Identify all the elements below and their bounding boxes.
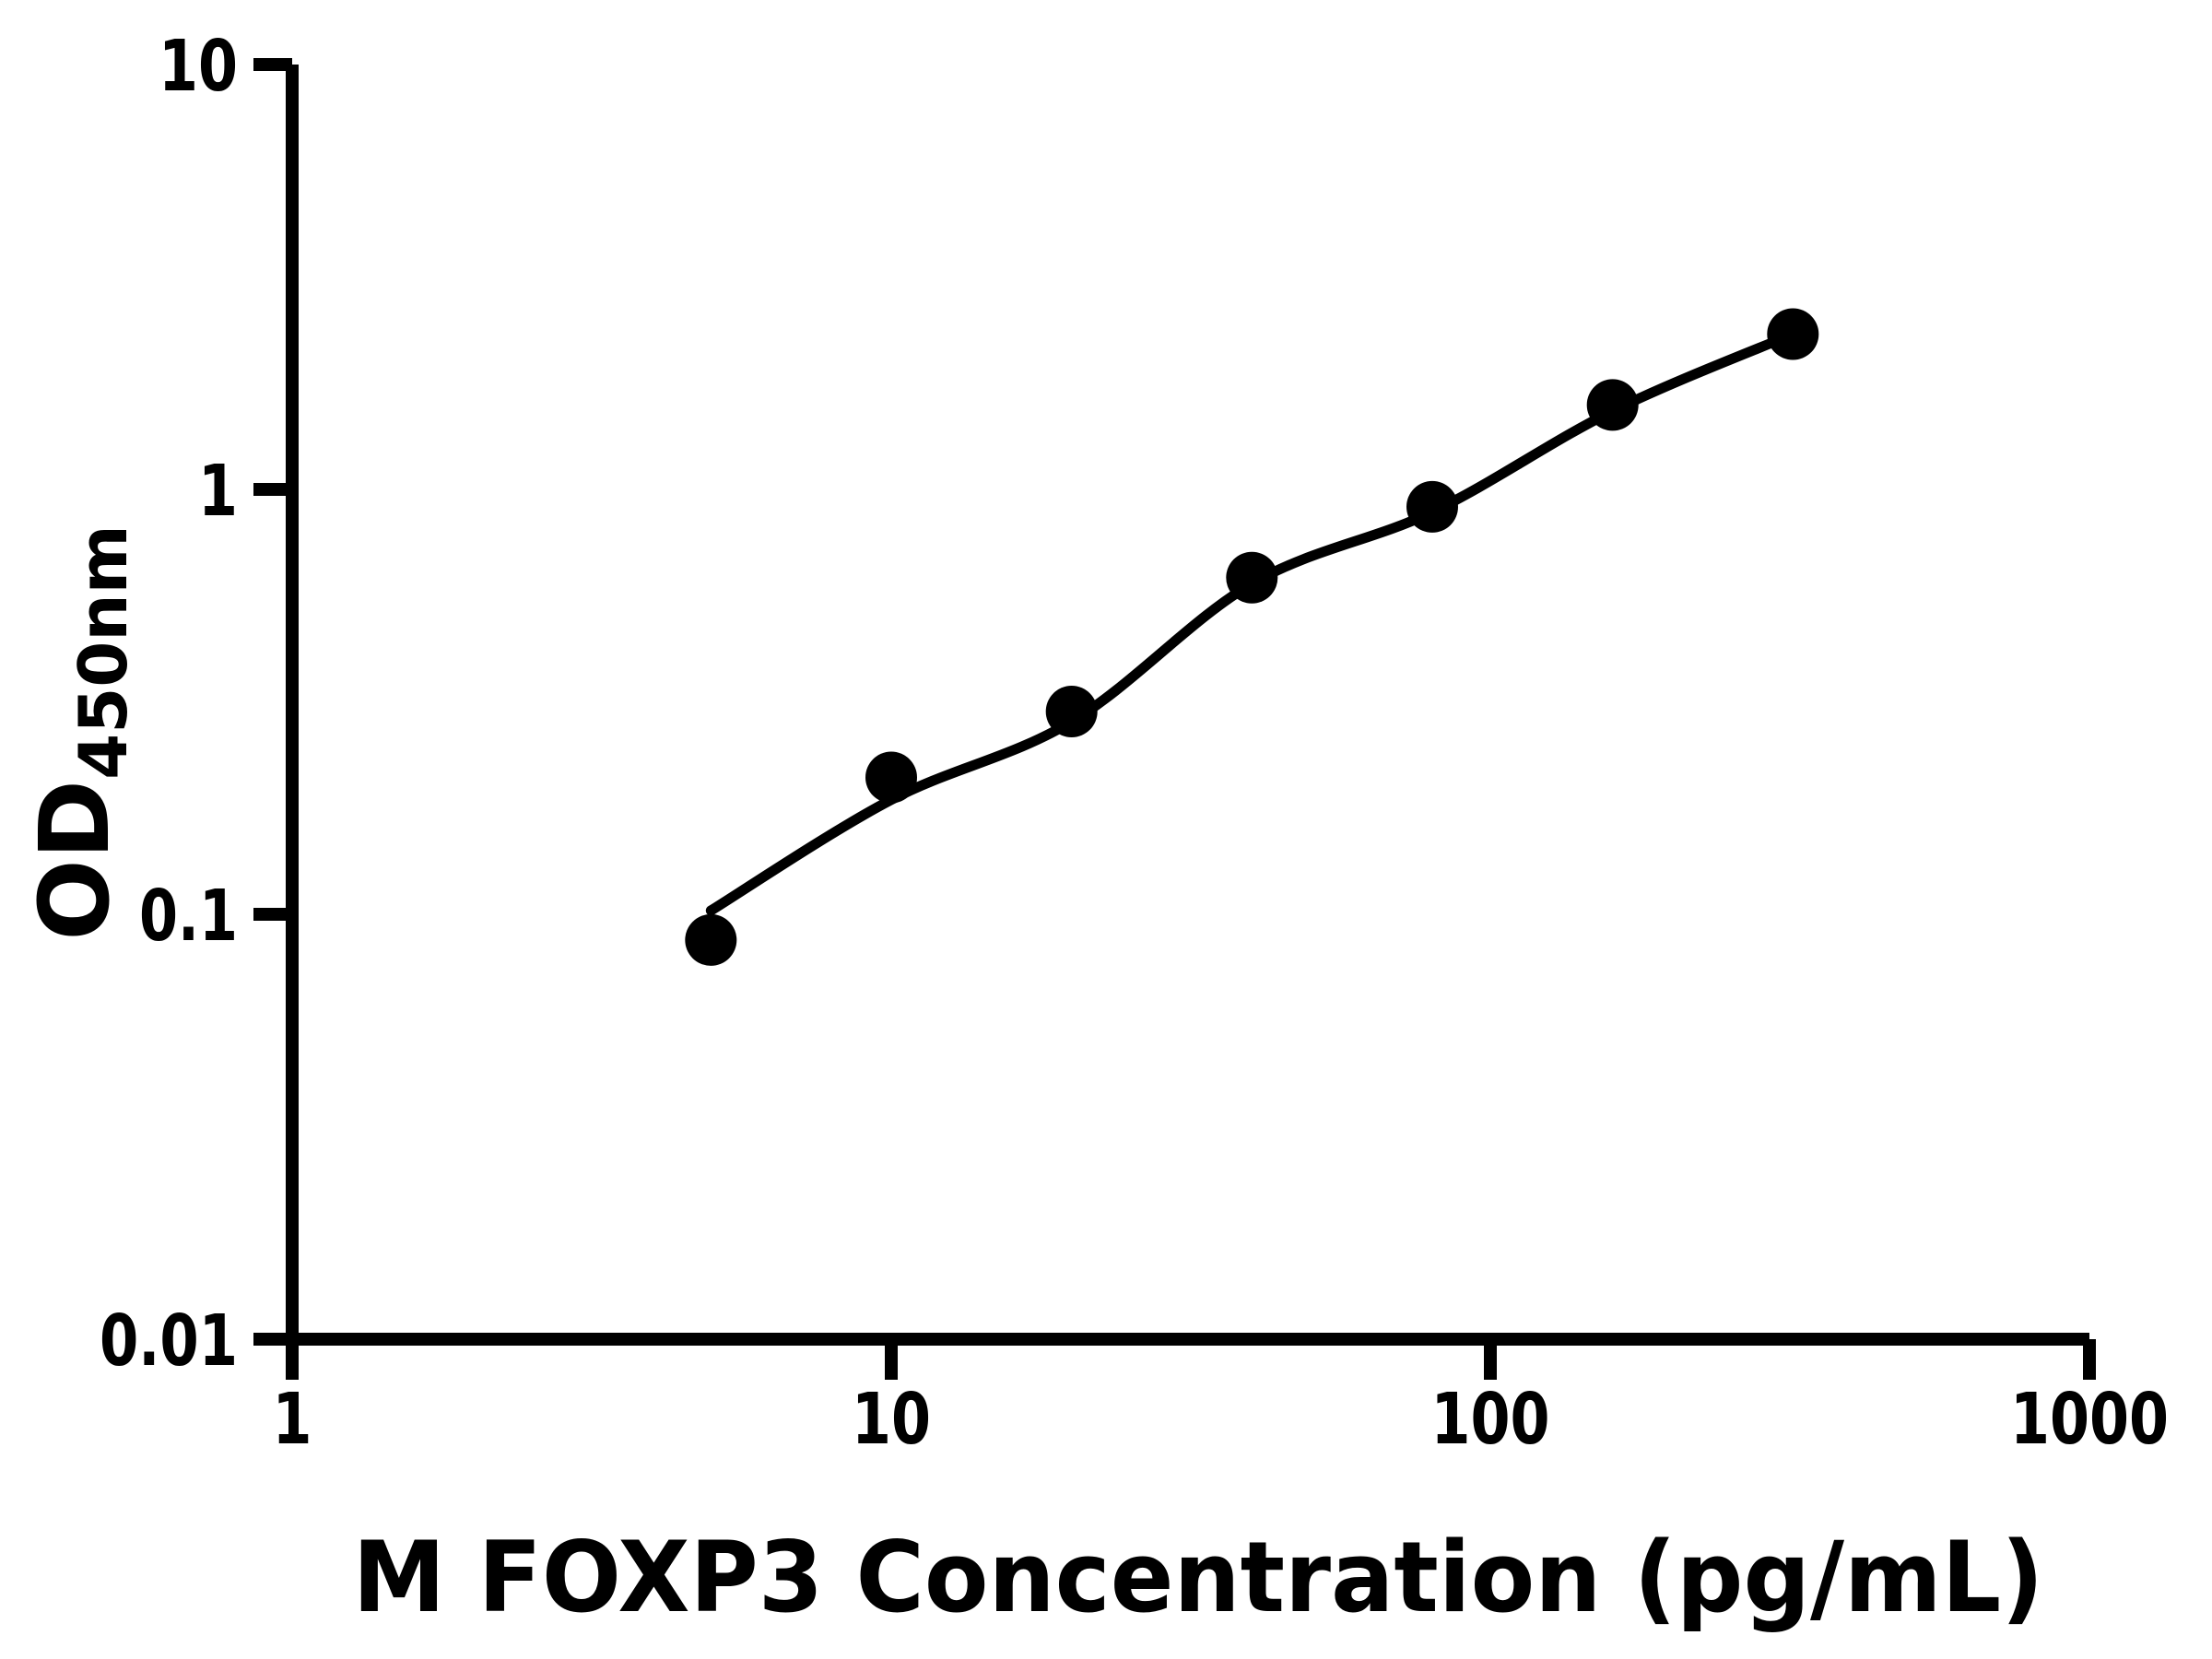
x-axis-tick-label: 1 [273, 1379, 312, 1461]
y-axis-tick-label: 0.1 [139, 876, 238, 958]
data-point-marker [1586, 379, 1639, 431]
data-point-marker [1045, 686, 1098, 737]
data-point-marker [1406, 480, 1458, 533]
data-point-marker [685, 913, 737, 966]
y-axis-tick-label: 1 [198, 451, 238, 533]
plot-area: 10 1 0.1 0.01 1 10 100 1000 [100, 26, 2169, 1461]
axis-spines [286, 65, 2089, 1346]
y-axis-title-subscript: 450nm [65, 524, 142, 780]
y-axis-tick-label: 10 [159, 26, 238, 108]
x-axis-tick-label: 100 [1431, 1379, 1550, 1461]
data-point-marker [1767, 308, 1819, 360]
data-point-marker [1226, 551, 1278, 604]
x-axis-title: M FOXP3 Concentration (pg/mL) [353, 1521, 2044, 1634]
x-axis-tick-label: 1000 [2010, 1379, 2169, 1461]
y-axis-tick-label: 0.01 [100, 1300, 238, 1382]
y-axis-title: OD450nm [18, 524, 142, 940]
data-point-marker [865, 751, 917, 804]
y-axis-title-main: OD [18, 780, 131, 941]
x-axis-tick-label: 10 [852, 1379, 931, 1461]
